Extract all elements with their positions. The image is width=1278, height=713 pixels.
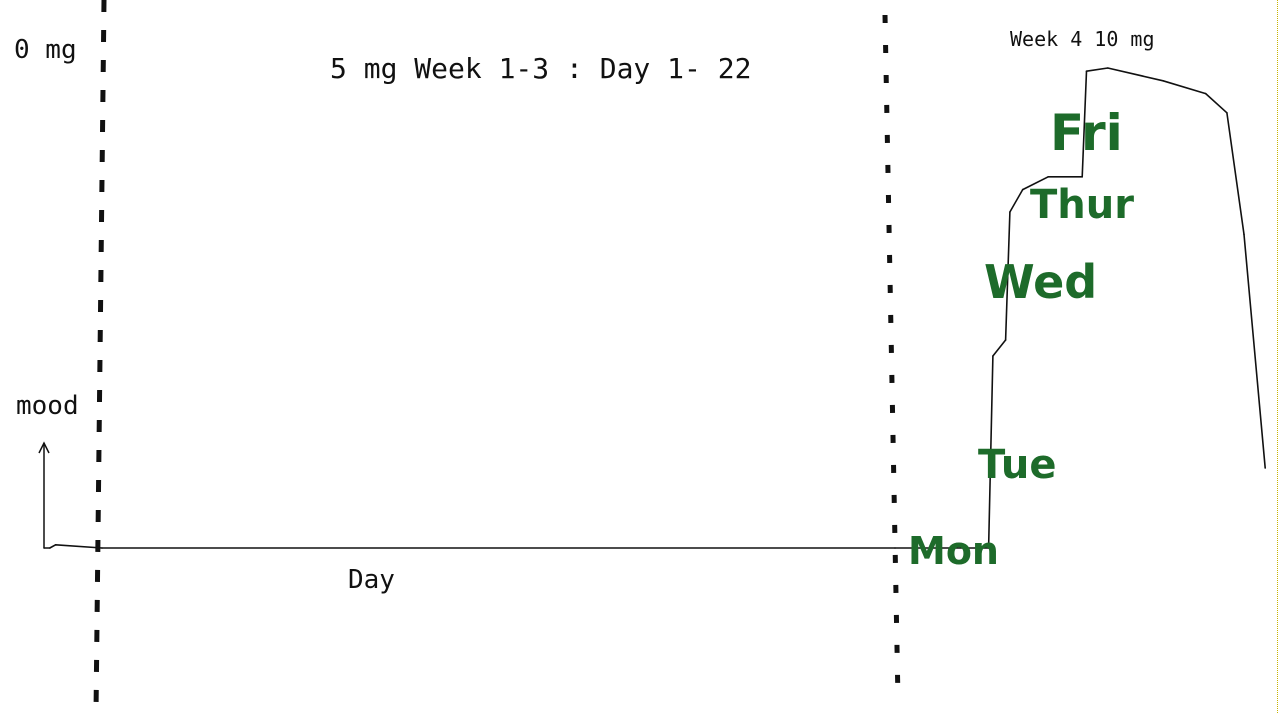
mood-point-2 xyxy=(54,544,57,546)
mood-point-7 xyxy=(1004,339,1007,341)
day-label-tue: Tue xyxy=(978,442,1057,488)
mood-point-6 xyxy=(992,355,994,357)
zero-dose-label: 0 mg xyxy=(14,35,77,65)
mood-point-14 xyxy=(1162,80,1164,82)
mood-point-5 xyxy=(987,547,990,549)
y-axis-arrowhead xyxy=(38,441,50,454)
divider-week-4 xyxy=(882,14,901,701)
day-label-thur: Thur xyxy=(1030,182,1134,228)
divider-zero-dose xyxy=(93,0,107,713)
day-label-fri: Fri xyxy=(1050,104,1123,162)
mood-point-3 xyxy=(101,547,103,549)
series-points-mood xyxy=(43,67,1266,549)
day-label-wed: Wed xyxy=(984,255,1097,309)
mood-point-17 xyxy=(1243,233,1245,236)
phase2-label: Week 4 10 mg xyxy=(1010,27,1155,51)
mood-point-12 xyxy=(1085,70,1088,72)
mood-point-0 xyxy=(43,547,45,549)
day-label-mon: Mon xyxy=(908,529,999,573)
mood-point-11 xyxy=(1081,176,1083,178)
phase1-label: 5 mg Week 1-3 : Day 1- 22 xyxy=(330,52,751,85)
mood-point-15 xyxy=(1204,92,1207,95)
mood-point-13 xyxy=(1107,67,1109,69)
mood-point-18 xyxy=(1264,467,1266,469)
mood-point-9 xyxy=(1021,188,1024,191)
mood-point-8 xyxy=(1009,211,1011,213)
mood-point-4 xyxy=(894,547,896,549)
mood-point-10 xyxy=(1047,176,1049,178)
x-axis-label: Day xyxy=(348,565,395,595)
y-axis-label: mood xyxy=(16,391,79,421)
mood-point-16 xyxy=(1226,112,1228,114)
mood-point-1 xyxy=(49,547,51,549)
